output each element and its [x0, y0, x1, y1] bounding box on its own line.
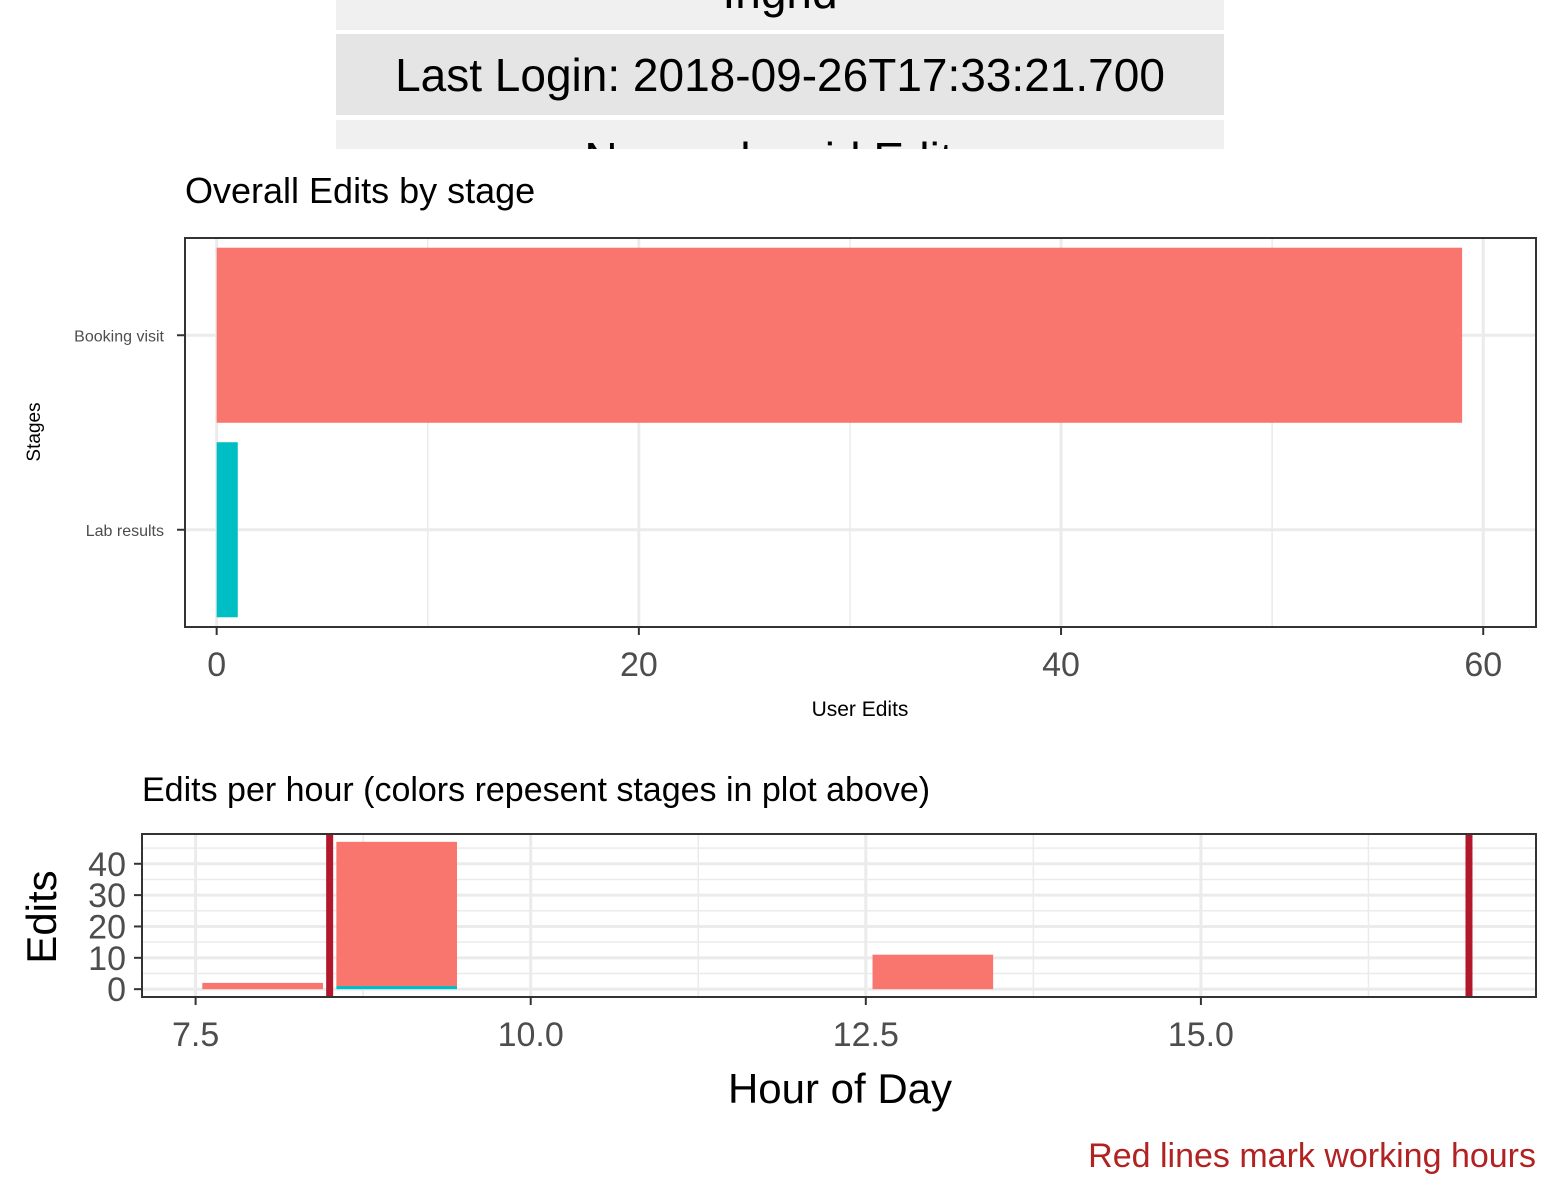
chart1-panel-border: [184, 237, 1537, 628]
edits-row-text: Non-redcapid Edits: [584, 132, 975, 149]
chart2-bar-segment: [202, 982, 323, 990]
user-info-table: Ingrid Last Login: 2018-09-26T17:33:21.7…: [336, 0, 1224, 149]
chart1-y-label: Stages: [24, 402, 45, 461]
chart1-y-tick-label: Booking visit: [74, 328, 164, 345]
last-login-row: Last Login: 2018-09-26T17:33:21.700: [336, 34, 1224, 115]
chart2-x-tick-label: 7.5: [172, 1016, 219, 1054]
user-name: Ingrid: [722, 0, 837, 19]
chart2-x-tick-label: 10.0: [498, 1016, 564, 1054]
chart2-x-tick-label: 12.5: [833, 1016, 899, 1054]
chart2-y-label: Edits: [18, 870, 65, 963]
chart1-y-axis: Booking visit Lab results: [74, 328, 185, 540]
chart1-x-axis: 0 20 40 60: [207, 627, 1502, 684]
last-login-text: Last Login: 2018-09-26T17:33:21.700: [395, 48, 1165, 101]
chart1-x-tick-label: 60: [1464, 646, 1502, 684]
chart1-y-tick-label: Lab results: [86, 523, 164, 540]
chart2-bars: [202, 841, 994, 990]
chart2-y-tick-label: 30: [88, 877, 126, 915]
chart2-y-tick-label: 10: [88, 940, 126, 978]
chart2-y-tick-label: 40: [88, 846, 126, 884]
working-hours-caption: Red lines mark working hours: [1088, 1137, 1536, 1175]
chart2-bar-segment: [872, 954, 994, 990]
user-name-row: Ingrid: [336, 0, 1224, 30]
working-hours-lines: [326, 834, 1473, 997]
chart2-panel-border: [141, 833, 1537, 998]
edits-row: Non-redcapid Edits: [336, 120, 1224, 149]
chart1-bars: [216, 247, 1463, 618]
chart1-x-label: User Edits: [812, 698, 909, 721]
edits-by-stage-chart: Overall Edits by stage Booking visit Lab …: [24, 170, 1537, 721]
chart2-bar-segment: [336, 986, 457, 990]
chart1-x-tick-label: 0: [207, 646, 226, 684]
chart1-x-tick-label: 40: [1042, 646, 1080, 684]
chart2-title: Edits per hour (colors repesent stages i…: [142, 771, 930, 809]
chart2-x-axis: 7.5 10.0 12.5 15.0: [172, 997, 1234, 1054]
chart2-bar-segment: [336, 841, 457, 987]
chart2-y-tick-label: 20: [88, 908, 126, 946]
chart1-title: Overall Edits by stage: [185, 170, 535, 211]
chart1-bar: [216, 247, 1463, 423]
chart2-x-tick-label: 15.0: [1168, 1016, 1234, 1054]
chart2-x-label: Hour of Day: [728, 1065, 952, 1112]
chart1-x-tick-label: 20: [620, 646, 658, 684]
edits-per-hour-chart: Edits per hour (colors repesent stages i…: [18, 771, 1537, 1175]
chart2-y-tick-label: 0: [107, 971, 126, 1009]
chart1-bar: [216, 442, 238, 618]
